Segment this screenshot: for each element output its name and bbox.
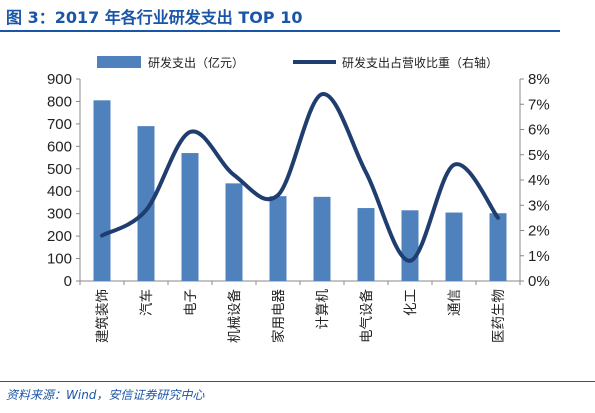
x-category-label: 汽车 [138,289,155,316]
y-right-tick-label: 4% [528,172,550,189]
y-right-tick-label: 5% [528,147,550,164]
y-left-tick-label: 600 [47,138,72,155]
ratio-line [100,92,500,263]
x-category-label: 电子 [183,289,199,316]
y-right-tick-label: 2% [528,223,550,240]
y-right-tick-label: 0% [528,273,550,290]
y-right-tick-label: 7% [528,96,550,113]
x-category-label: 通信 [447,289,463,316]
x-category-label: 电气设备 [358,289,375,343]
bar [357,208,375,281]
source-divider [0,381,595,382]
y-left-tick-label: 500 [47,161,72,178]
y-left-tick-label: 800 [47,93,72,110]
bar [445,212,463,281]
bar [401,210,419,281]
chart-title: 图 3：2017 年各行业研发支出 TOP 10 [6,8,303,27]
bar [137,126,155,281]
bar [225,183,243,281]
x-category-label: 医药生物 [491,289,507,343]
y-left-tick-label: 400 [47,183,72,200]
x-category-label: 计算机 [315,289,331,330]
x-category-label: 化工 [403,289,419,316]
legend-line-label: 研发支出占营收比重（右轴） [342,55,498,70]
x-category-label: 机械设备 [226,289,243,343]
y-left-tick-label: 700 [47,116,72,133]
y-left-tick-label: 300 [47,206,72,223]
legend-bar-swatch [97,56,141,68]
bar [489,213,507,281]
y-right-tick-label: 8% [528,71,550,88]
y-right-tick-label: 3% [528,197,550,214]
y-left-tick-label: 100 [47,251,72,268]
source-note: 资料来源：Wind，安信证券研究中心 [6,388,205,402]
x-category-label: 建筑装饰 [95,289,111,343]
y-right-tick-label: 1% [528,248,550,265]
y-left-tick-label: 900 [47,71,72,88]
y-right-tick-label: 6% [528,122,550,139]
legend-bar-label: 研发支出（亿元） [148,55,244,70]
bar [181,153,199,281]
title-divider [0,30,560,32]
bar [93,100,111,281]
bar [313,196,331,281]
x-category-label: 家用电器 [270,289,287,343]
y-left-tick-label: 200 [47,228,72,245]
y-left-tick-label: 0 [64,273,72,290]
bar [269,196,287,281]
